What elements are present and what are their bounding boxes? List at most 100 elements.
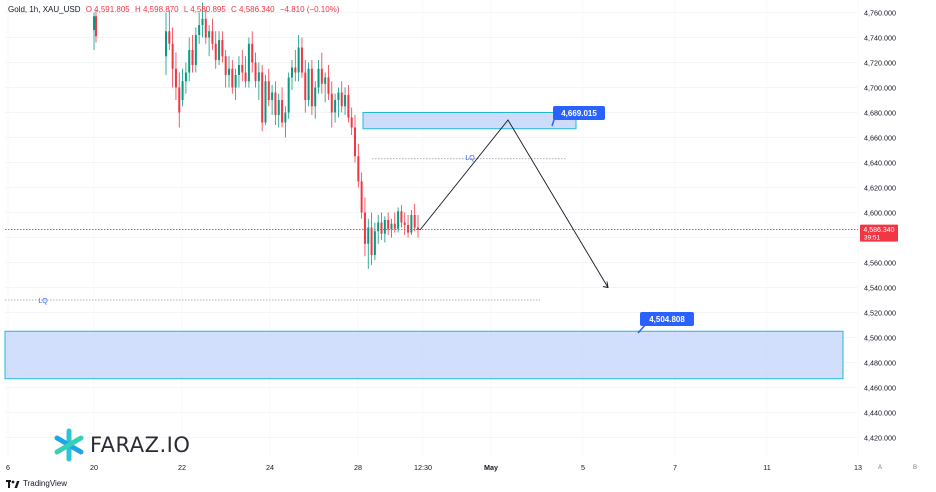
demand-callout-box [640, 312, 694, 326]
candle-body [307, 68, 310, 100]
candle-body [367, 227, 370, 244]
current-price-tag: 4,586.340 39:51 [860, 224, 898, 242]
price-tag-countdown: 39:51 [864, 235, 881, 242]
open-value: O 4,591.805 [85, 5, 130, 14]
price-tick-label: 4,560.000 [864, 259, 896, 268]
watermark-text: FARAZ.IO [90, 433, 191, 457]
candle-body [377, 222, 380, 232]
price-tick-label: 4,620.000 [864, 184, 896, 193]
candle-body [317, 68, 320, 88]
price-axis[interactable]: 4,760.000 4,740.000 4,720.000 4,700.000 4,68… [864, 9, 896, 443]
candle-body [194, 35, 197, 65]
candle-body [165, 31, 167, 57]
supply-callout-label: 4,669.015 [561, 109, 597, 118]
candle-body [291, 67, 293, 78]
candle-body [198, 25, 201, 35]
supply-zone[interactable] [362, 112, 577, 130]
candle-body [383, 220, 386, 234]
candle-body [334, 100, 337, 113]
candle-body [287, 77, 290, 113]
price-tick-label: 4,440.000 [864, 409, 896, 418]
candle-body [228, 68, 230, 75]
candle-body [373, 231, 376, 255]
candle-body [181, 81, 184, 100]
candle-body [281, 100, 284, 123]
candle-body [324, 77, 327, 84]
candle-body [357, 156, 360, 182]
candle-body [363, 212, 366, 244]
grid-lines [5, 0, 859, 458]
candle-body [224, 56, 227, 75]
candle-body [184, 72, 187, 82]
price-tick-label: 4,660.000 [864, 134, 896, 143]
candle-body [171, 43, 174, 69]
demand-zone-callout[interactable]: 4,504.808 [637, 312, 694, 334]
supply-zone-callout[interactable]: 4,669.015 [551, 106, 605, 127]
candle-body [214, 43, 217, 60]
candle-body [294, 67, 297, 73]
demand-zone[interactable] [4, 330, 844, 380]
tradingview-brand[interactable]: TradingView [6, 479, 67, 488]
candle-body [264, 81, 267, 123]
projection-path[interactable] [419, 119, 609, 289]
candle-body [407, 225, 410, 233]
candle-body [380, 222, 383, 234]
price-tick-label: 4,720.000 [864, 59, 896, 68]
candle-body [271, 92, 274, 100]
candle-body [393, 223, 396, 229]
symbol-name: Gold, 1h, XAU_USD [8, 5, 81, 14]
candle-body [254, 62, 257, 82]
candle-body [274, 92, 277, 115]
supply-callout-box [553, 106, 605, 120]
low-value: L 4,580.895 [183, 5, 226, 14]
faraz-watermark: FARAZ.IO [52, 428, 190, 462]
time-tick-label: 24 [266, 463, 274, 472]
price-tick-label: 4,500.000 [864, 334, 896, 343]
candlestick-series [93, 2, 419, 269]
symbol-legend[interactable]: Gold, 1h, XAU_USD O 4,591.805 H 4,598.87… [8, 5, 342, 14]
candle-body [247, 43, 250, 82]
price-tick-label: 4,520.000 [864, 309, 896, 318]
candle-body [397, 211, 400, 229]
price-tick-label: 4,420.000 [864, 434, 896, 443]
candle-body [251, 43, 254, 63]
price-tick-label: 4,480.000 [864, 359, 896, 368]
candle-body [95, 16, 97, 37]
candle-body [241, 65, 244, 73]
time-tick-label: 28 [354, 463, 362, 472]
candle-body [360, 181, 363, 213]
candle-body [320, 68, 323, 84]
price-tag-value: 4,586.340 [863, 227, 894, 234]
candle-body [327, 77, 330, 94]
time-axis[interactable]: 6 20 22 24 28 12:30 May 5 7 11 13 [6, 463, 862, 472]
candle-body [257, 72, 260, 82]
candle-body [201, 18, 204, 25]
candle-body [330, 93, 333, 113]
time-tick-label: 7 [673, 463, 677, 472]
candle-body [344, 95, 347, 107]
price-tick-label: 4,680.000 [864, 109, 896, 118]
time-tick-label: 6 [6, 463, 10, 472]
candle-body [267, 81, 270, 100]
candle-body [370, 227, 373, 255]
candle-body [354, 127, 356, 157]
candle-body [310, 68, 313, 107]
change-value: −4.810 (−0.10%) [279, 5, 340, 14]
auto-scale-button[interactable]: A [877, 465, 882, 471]
time-tick-label: 5 [581, 463, 585, 472]
liquidity-label-lower: LQ [38, 298, 48, 305]
candle-body [244, 72, 247, 82]
candle-body [261, 72, 264, 123]
candle-body [390, 223, 393, 229]
axis-option-button[interactable]: B [912, 465, 917, 471]
price-tick-label: 4,740.000 [864, 34, 896, 43]
price-tick-label: 4,600.000 [864, 209, 896, 218]
time-tick-label: 11 [763, 463, 770, 472]
candle-body [314, 87, 317, 107]
candle-body [410, 215, 413, 233]
liquidity-label-upper: LQ [465, 155, 475, 162]
projection-line [419, 119, 609, 288]
close-value: C 4,586.340 [231, 5, 275, 14]
candle-body [168, 31, 171, 44]
